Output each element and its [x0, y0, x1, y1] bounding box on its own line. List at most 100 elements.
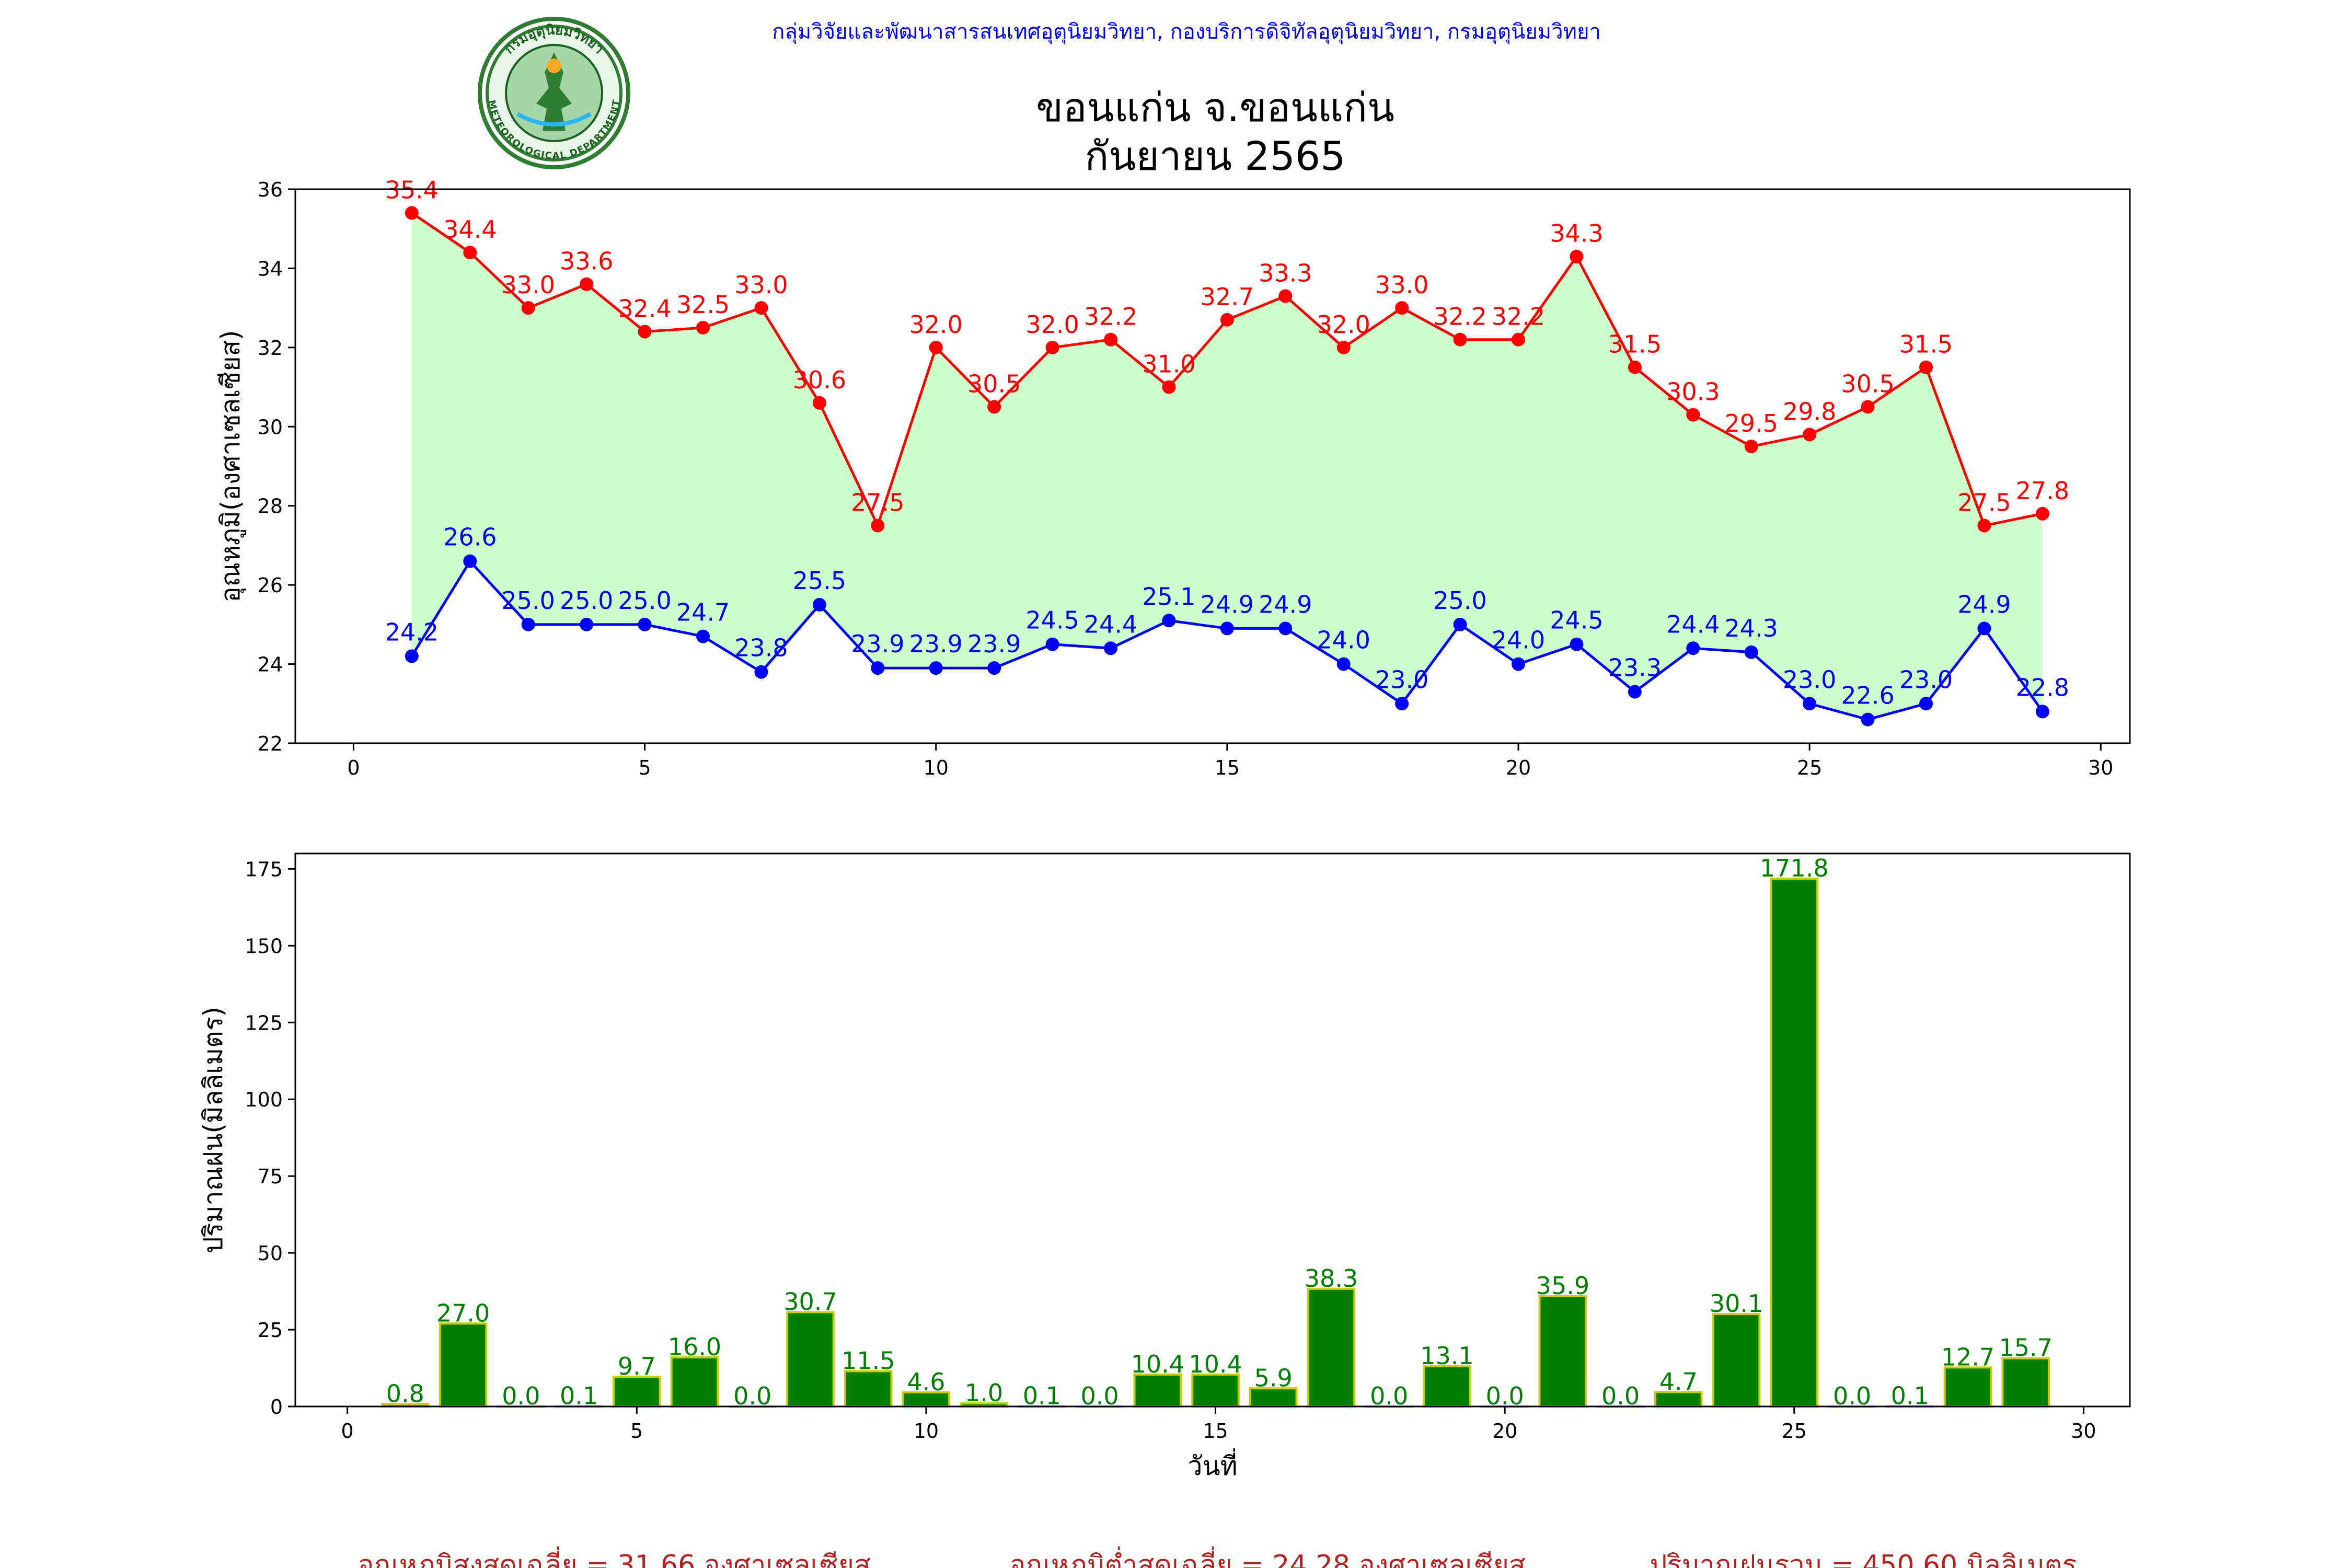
- min-temperature-point: [1919, 697, 1933, 711]
- min-temperature-label: 24.0: [1492, 626, 1545, 654]
- rainfall-bar-label: 27.0: [436, 1299, 490, 1327]
- max-temperature-point: [1977, 518, 1991, 533]
- rainfall-x-tick-label: 15: [1203, 1420, 1228, 1443]
- rainfall-bar-label: 9.7: [618, 1352, 656, 1380]
- min-temperature-point: [580, 617, 594, 631]
- temperature-y-axis-label: อุณหภูมิ(องศาเซลเซียส): [215, 330, 246, 602]
- min-temperature-label: 24.7: [676, 598, 730, 627]
- rainfall-bar-label: 5.9: [1254, 1364, 1293, 1392]
- min-temperature-point: [1570, 637, 1584, 651]
- rainfall-bar: [1943, 1366, 1992, 1408]
- min-temperature-label: 24.2: [385, 618, 439, 646]
- max-temperature-label: 33.3: [1259, 259, 1312, 287]
- min-temperature-label: 24.4: [1666, 610, 1720, 638]
- rainfall-bar-label: 0.0: [1370, 1382, 1408, 1410]
- rainfall-bar-label: 0.0: [1486, 1382, 1524, 1410]
- rainfall-chart: 0.8 27.0 0.0 0.1 9.7 16.0 0.0 30.7 11.5 4.6 1.0 0.1…: [198, 852, 2131, 1481]
- max-temperature-label: 32.2: [1433, 303, 1486, 331]
- min-temperature-label: 26.6: [443, 523, 497, 551]
- temperature-y-tick-label: 28: [258, 495, 283, 518]
- min-temperature-point: [638, 617, 652, 631]
- rainfall-bar: [670, 1356, 719, 1408]
- min-temperature-point: [812, 598, 826, 612]
- temperature-y-tick-label: 22: [258, 732, 283, 755]
- rainfall-y-tick-label: 75: [258, 1165, 283, 1188]
- rainfall-bar: [2001, 1357, 2050, 1408]
- min-temperature-label: 24.5: [1025, 606, 1079, 635]
- max-temperature-point: [521, 301, 535, 315]
- max-temperature-point: [929, 340, 943, 354]
- footer-avg-max: อุณหภูมิสูงสุดเฉลี่ย = 31.66 องศาเซลเซีย…: [358, 1546, 871, 1568]
- rainfall-x-axis-label: วันที่: [1187, 1448, 1237, 1481]
- rainfall-bar: [1770, 878, 1819, 1408]
- max-temperature-point: [1453, 332, 1467, 347]
- max-temperature-label: 32.2: [1492, 303, 1545, 331]
- rainfall-y-tick-label: 175: [245, 858, 283, 881]
- min-temperature-label: 24.3: [1725, 614, 1778, 642]
- min-temperature-label: 24.9: [1259, 590, 1312, 618]
- rainfall-bar: [786, 1311, 835, 1408]
- min-temperature-point: [754, 665, 768, 679]
- min-temperature-label: 23.8: [734, 634, 788, 662]
- rainfall-y-axis-label: ปริมาณฝน(มิลลิเมตร): [198, 1007, 228, 1253]
- min-temperature-label: 23.0: [1783, 665, 1836, 694]
- rainfall-bar: [1133, 1373, 1182, 1408]
- min-temperature-point: [521, 617, 535, 631]
- min-temperature-label: 25.1: [1142, 582, 1195, 610]
- temperature-y-tick-label: 34: [258, 257, 283, 280]
- rainfall-bar-label: 171.8: [1760, 854, 1829, 882]
- max-temperature-point: [1628, 360, 1642, 374]
- min-temperature-point: [1744, 645, 1758, 659]
- temperature-x-tick-label: 0: [347, 756, 360, 779]
- min-temperature-point: [1220, 621, 1234, 636]
- min-temperature-point: [696, 629, 710, 643]
- min-temperature-label: 23.0: [1375, 665, 1428, 694]
- max-temperature-label: 32.4: [618, 295, 671, 323]
- max-temperature-point: [696, 321, 710, 335]
- min-temperature-point: [1162, 614, 1176, 628]
- min-temperature-label: 23.9: [851, 630, 904, 658]
- max-temperature-point: [1570, 249, 1584, 263]
- rainfall-bar-label: 0.0: [1833, 1382, 1871, 1410]
- rainfall-bar-label: 10.4: [1189, 1350, 1242, 1378]
- max-temperature-point: [1744, 440, 1758, 454]
- min-temperature-label: 23.9: [909, 630, 963, 658]
- footer-total-rain: ปริมาณฝนรวม = 450.60 มิลลิเมตร: [1650, 1550, 2077, 1568]
- rainfall-x-tick-label: 5: [630, 1420, 643, 1443]
- rainfall-bar-label: 0.8: [386, 1379, 424, 1408]
- rainfall-bar: [1654, 1391, 1703, 1408]
- min-temperature-label: 22.6: [1841, 682, 1894, 710]
- max-temperature-label: 30.3: [1666, 378, 1720, 406]
- max-temperature-label: 33.0: [1375, 271, 1428, 299]
- agency-header: กลุ่มวิจัยและพัฒนาสารสนเทศอุตุนิยมวิทยา,…: [772, 20, 1601, 44]
- min-temperature-point: [1861, 712, 1875, 727]
- rainfall-bar-label: 0.1: [1023, 1381, 1061, 1410]
- min-temperature-label: 22.8: [2016, 673, 2069, 701]
- max-temperature-point: [812, 396, 826, 410]
- temperature-x-tick-label: 10: [924, 756, 949, 779]
- max-temperature-label: 29.8: [1783, 397, 1836, 425]
- min-temperature-label: 25.0: [502, 586, 555, 615]
- max-temperature-point: [1686, 408, 1700, 422]
- min-temperature-point: [1512, 657, 1525, 671]
- rainfall-y-tick-label: 100: [245, 1088, 283, 1111]
- max-temperature-point: [1104, 332, 1117, 347]
- min-temperature-point: [1336, 657, 1351, 671]
- rainfall-bar-label: 0.0: [1081, 1382, 1119, 1410]
- rainfall-bar-label: 10.4: [1131, 1350, 1184, 1378]
- max-temperature-label: 32.5: [676, 291, 730, 319]
- max-temperature-point: [1278, 289, 1293, 303]
- temperature-x-tick-label: 25: [1797, 756, 1822, 779]
- rainfall-bar: [1538, 1295, 1587, 1408]
- temperature-plot-frame: [294, 188, 2131, 744]
- max-temperature-point: [2035, 506, 2049, 521]
- rainfall-bar-label: 38.3: [1305, 1264, 1358, 1293]
- min-temperature-point: [1686, 641, 1700, 655]
- max-temperature-point: [1803, 428, 1817, 442]
- max-temperature-point: [1861, 400, 1875, 414]
- rainfall-y-tick-label: 50: [258, 1242, 283, 1265]
- min-temperature-label: 25.0: [1433, 586, 1486, 615]
- rainfall-plot-frame: [294, 852, 2131, 1408]
